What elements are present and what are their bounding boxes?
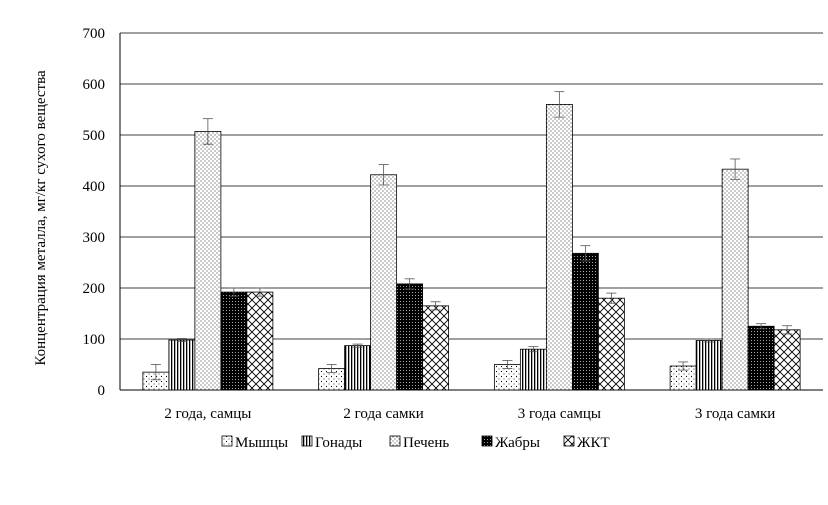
bar	[344, 345, 372, 391]
bar	[519, 348, 547, 391]
legend-swatch	[221, 435, 233, 447]
y-tick-label: 200	[83, 281, 106, 297]
x-category-label: 2 года, самцы	[164, 406, 251, 422]
bar	[747, 325, 775, 391]
y-tick-label: 100	[83, 332, 106, 348]
bar	[246, 291, 274, 391]
x-category-label: 3 года самцы	[518, 406, 601, 422]
x-category-label: 2 года самки	[343, 406, 423, 422]
bar	[695, 340, 723, 391]
y-axis-label: Концентрация металла, мг/кг сухого вещес…	[33, 70, 49, 366]
bar	[571, 252, 599, 391]
legend-swatch	[481, 435, 493, 447]
x-axis-labels: 2 года, самцы 2 года самки 3 года самцы 3 г…	[164, 406, 775, 422]
bar	[773, 329, 801, 391]
bar	[545, 104, 573, 391]
legend-label: Жабры	[495, 435, 540, 451]
bar	[396, 283, 424, 391]
y-tick-label: 0	[98, 383, 106, 399]
bar	[370, 174, 398, 391]
bar	[220, 291, 248, 391]
error-bars	[150, 91, 793, 381]
y-tick-label: 500	[83, 128, 106, 144]
legend-label: Мышцы	[235, 435, 288, 451]
legend-swatch	[563, 435, 575, 447]
y-tick-label: 300	[83, 230, 106, 246]
legend-label: Гонады	[315, 435, 362, 451]
y-tick-label: 600	[83, 77, 106, 93]
bar	[597, 297, 625, 391]
bar	[168, 339, 196, 391]
legend-label: ЖКТ	[577, 435, 610, 451]
y-tick-label: 700	[83, 26, 106, 42]
bars	[142, 104, 801, 391]
bar	[194, 131, 222, 391]
x-category-label: 3 года самки	[695, 406, 775, 422]
bar	[422, 305, 450, 391]
bar	[721, 168, 749, 391]
legend-swatch	[389, 435, 401, 447]
y-tick-label: 400	[83, 179, 106, 195]
legend-label: Печень	[403, 435, 449, 451]
legend: Мышцы Гонады Печень Жабры ЖКТ	[221, 435, 610, 451]
legend-swatch	[301, 435, 313, 447]
